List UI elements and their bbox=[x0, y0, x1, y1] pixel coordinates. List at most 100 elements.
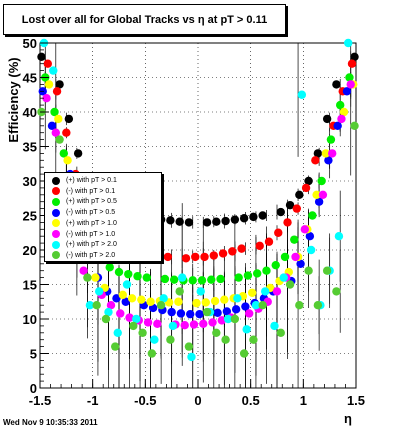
data-point bbox=[208, 318, 217, 327]
legend-marker bbox=[52, 187, 60, 196]
data-point bbox=[101, 314, 111, 324]
data-point bbox=[317, 176, 326, 186]
data-point bbox=[51, 128, 60, 137]
data-point bbox=[133, 272, 142, 281]
data-point bbox=[270, 321, 279, 331]
data-point bbox=[184, 342, 194, 351]
data-point bbox=[213, 308, 222, 317]
data-point bbox=[332, 80, 341, 89]
data-point bbox=[305, 232, 315, 241]
data-point bbox=[85, 301, 95, 310]
y-tick-label: 45 bbox=[23, 71, 37, 86]
y-tick-label: 5 bbox=[30, 347, 37, 362]
data-point bbox=[313, 301, 323, 310]
legend-marker bbox=[52, 208, 60, 217]
data-point bbox=[346, 80, 355, 89]
data-point bbox=[262, 266, 271, 275]
data-point bbox=[127, 294, 137, 303]
data-point bbox=[290, 235, 299, 244]
data-point bbox=[156, 301, 166, 310]
data-point bbox=[243, 271, 253, 280]
data-point bbox=[209, 251, 218, 260]
data-point bbox=[168, 321, 178, 331]
y-tick-label: 35 bbox=[23, 140, 37, 155]
data-point bbox=[138, 328, 147, 337]
data-point bbox=[318, 190, 328, 199]
data-point bbox=[301, 183, 311, 193]
data-point bbox=[195, 309, 204, 319]
data-point bbox=[258, 211, 267, 220]
data-point bbox=[327, 149, 337, 158]
data-point bbox=[49, 66, 58, 75]
data-point bbox=[202, 218, 212, 227]
y-tick-label: 20 bbox=[23, 243, 37, 258]
data-point bbox=[187, 352, 196, 362]
data-point bbox=[218, 249, 228, 258]
data-point bbox=[116, 309, 125, 318]
data-point bbox=[64, 114, 74, 124]
data-point bbox=[55, 135, 64, 144]
x-axis-title: η bbox=[344, 411, 352, 426]
data-point bbox=[166, 335, 175, 344]
data-point bbox=[304, 266, 313, 275]
data-point bbox=[105, 263, 114, 272]
data-point bbox=[296, 259, 305, 268]
data-point bbox=[143, 318, 153, 327]
data-point bbox=[292, 204, 302, 213]
data-point bbox=[199, 319, 208, 329]
legend-item: (+) with pT > 0.5 bbox=[45, 196, 161, 207]
legend-label: (-) with pT > 1.0 bbox=[66, 230, 116, 238]
data-point bbox=[153, 319, 162, 329]
data-point bbox=[180, 321, 189, 330]
data-point bbox=[333, 121, 342, 130]
data-point bbox=[184, 218, 194, 227]
data-point bbox=[239, 349, 249, 358]
legend-marker bbox=[52, 197, 60, 206]
data-point bbox=[285, 280, 295, 289]
data-point bbox=[50, 107, 59, 117]
data-point bbox=[47, 121, 57, 130]
data-point bbox=[63, 156, 72, 165]
data-point bbox=[174, 297, 183, 306]
data-point bbox=[207, 275, 216, 284]
data-point bbox=[142, 273, 152, 282]
y-tick-label: 15 bbox=[23, 278, 37, 293]
data-point bbox=[94, 287, 104, 296]
data-point bbox=[192, 298, 201, 308]
data-point bbox=[42, 94, 51, 103]
data-point bbox=[221, 335, 230, 344]
data-point bbox=[114, 267, 124, 277]
data-point bbox=[197, 276, 207, 285]
data-point bbox=[196, 287, 205, 296]
data-point bbox=[258, 301, 267, 310]
data-point bbox=[212, 328, 221, 337]
data-point bbox=[202, 307, 212, 317]
data-point bbox=[332, 287, 341, 296]
data-point bbox=[231, 305, 241, 314]
data-point bbox=[247, 288, 257, 297]
data-point bbox=[54, 114, 63, 124]
data-point bbox=[347, 59, 357, 68]
data-point bbox=[217, 316, 227, 325]
x-tick-label: 1 bbox=[300, 393, 307, 408]
y-tick-label: 30 bbox=[23, 174, 37, 189]
data-point bbox=[344, 38, 353, 48]
data-point bbox=[59, 149, 69, 158]
data-point bbox=[261, 287, 270, 296]
data-point bbox=[222, 307, 232, 316]
legend-label: (-) with pT > 0.1 bbox=[66, 187, 116, 195]
data-point bbox=[167, 307, 176, 317]
data-point bbox=[43, 59, 52, 68]
legend-marker bbox=[52, 176, 60, 185]
data-point bbox=[334, 232, 344, 241]
data-point bbox=[264, 237, 274, 246]
y-tick-label: 50 bbox=[23, 36, 37, 51]
x-tick-label: 0.5 bbox=[242, 393, 260, 408]
data-point bbox=[210, 296, 220, 306]
data-point bbox=[189, 320, 199, 329]
data-point bbox=[166, 216, 175, 225]
data-point bbox=[55, 80, 64, 89]
chart-title-box: Lost over all for Global Tracks vs η at … bbox=[3, 4, 286, 35]
y-tick-label: 10 bbox=[23, 312, 37, 327]
